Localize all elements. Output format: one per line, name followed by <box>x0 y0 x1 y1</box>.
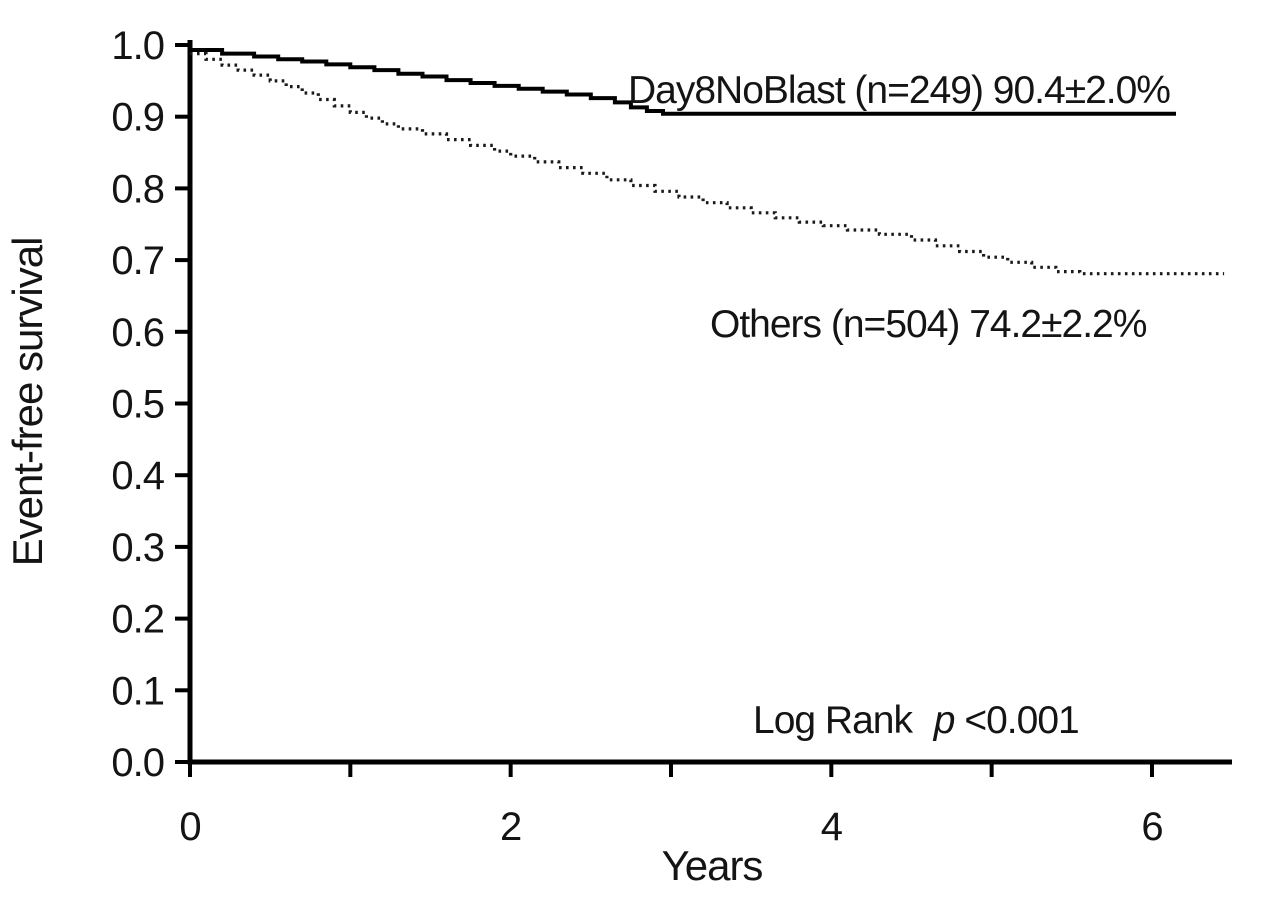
y-tick-label: 0.8 <box>111 167 164 211</box>
y-tick-label: 0.2 <box>111 598 164 642</box>
y-tick-label: 0.7 <box>111 239 164 283</box>
x-tick-label: 2 <box>500 805 521 849</box>
axis-frame <box>187 40 1232 765</box>
y-tick-label: 0.1 <box>111 669 164 713</box>
x-tick-label: 4 <box>821 805 843 849</box>
curve-others <box>190 52 1225 276</box>
y-tick-label: 0.6 <box>111 311 164 355</box>
log-rank-annotation: Log Rank p <0.001 <box>753 699 1079 742</box>
y-tick-label: 0.9 <box>111 96 164 140</box>
series-label-others: Others (n=504) 74.2±2.2% <box>710 303 1147 346</box>
curve-day8noblast <box>190 48 1176 116</box>
y-tick-label: 1.0 <box>111 24 164 68</box>
log-rank-p-symbol: p <box>933 699 955 742</box>
curves-group <box>190 48 1225 276</box>
y-tick-label: 0.0 <box>111 741 164 785</box>
y-tick-label: 0.5 <box>111 383 164 427</box>
log-rank-prefix: Log Rank <box>753 699 913 742</box>
axes-group: 1.0 0.9 0.8 0.7 0.6 0.5 0.4 0.3 0.2 0.1 0.0 0 2 4 6 <box>111 24 1232 849</box>
series-label-day8noblast: Day8NoBlast (n=249) 90.4±2.0% <box>628 69 1170 112</box>
x-tick-label: 6 <box>1141 805 1162 849</box>
x-axis-title: Years <box>662 842 763 889</box>
y-tick-label: 0.4 <box>111 454 164 498</box>
x-tick-label: 0 <box>179 805 200 849</box>
log-rank-value: <0.001 <box>964 699 1078 742</box>
y-tick-label: 0.3 <box>111 526 164 570</box>
y-axis-title: Event-free survival <box>4 238 51 567</box>
